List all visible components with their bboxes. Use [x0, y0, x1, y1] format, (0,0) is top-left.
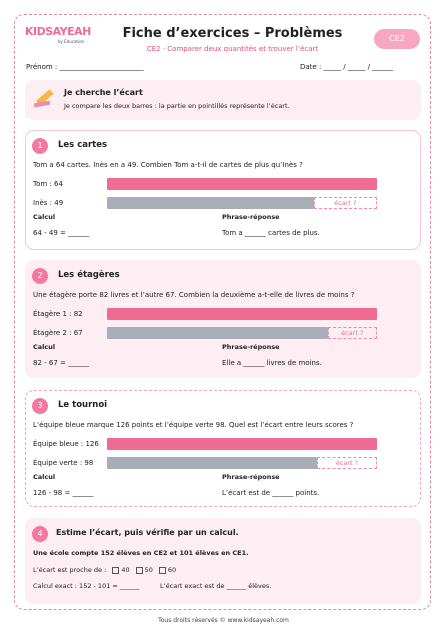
option: 40 — [121, 566, 130, 574]
checkbox — [158, 566, 166, 574]
gap-box: écart ? — [313, 197, 377, 209]
name-field: Prénom : ________________________ — [26, 63, 144, 71]
title: Fiche d’exercices – Problèmes — [122, 26, 343, 41]
gap-box: écart ? — [317, 457, 377, 469]
footer: Tous droits réservés © www.kidsayeah.com — [158, 617, 289, 624]
question: Tom a 64 cartes. Inès en a 49. Combien T… — [33, 161, 303, 169]
bar — [107, 178, 377, 190]
exercise-number: 3 — [32, 398, 48, 414]
answer-label: Phrase-réponse — [222, 343, 280, 351]
exercise-number: 1 — [32, 138, 48, 154]
calc-label: Calcul — [33, 473, 56, 481]
exact-answer: L’écart exact est de ______ élèves. — [160, 582, 272, 590]
intro-title: Je cherche l’écart — [64, 88, 143, 97]
answer: L’écart est de ______ points. — [222, 489, 320, 497]
answer: Tom a ______ cartes de plus. — [222, 229, 320, 237]
bar-label: Étagère 2 : 67 — [33, 329, 83, 337]
bar — [107, 438, 377, 450]
gap-box: écart ? — [327, 327, 377, 339]
exercise-number: 2 — [32, 268, 48, 284]
level-badge: CE2 — [374, 29, 420, 49]
question: Une étagère porte 82 livres et l’autre 6… — [33, 291, 355, 299]
estimate-box — [25, 518, 421, 604]
intro-box — [25, 80, 421, 120]
question: L’équipe bleue marque 126 points et l’éq… — [33, 421, 354, 429]
logo: KIDSAYEAH — [25, 25, 91, 38]
exercise-title: Les étagères — [58, 270, 120, 280]
bar-label: Inès : 49 — [33, 199, 64, 207]
bar — [107, 308, 377, 320]
estimate-title: Estime l’écart, puis vérifie par un calc… — [56, 528, 239, 537]
bar-label: Tom : 64 — [33, 180, 63, 188]
estimate-prompt: L’écart est proche de : — [33, 566, 107, 574]
exercise-title: Les cartes — [58, 140, 108, 150]
date-field: Date : _____ / _____ / ______ — [300, 63, 394, 71]
bar-label: Étagère 1 : 82 — [33, 310, 83, 318]
calc-label: Calcul — [33, 343, 56, 351]
exercise-box — [25, 130, 421, 250]
option: 50 — [144, 566, 153, 574]
estimate-question: Une école compte 152 élèves en CE2 et 10… — [33, 549, 249, 557]
logo-sub: by Education — [58, 39, 85, 44]
calc: 82 - 67 = ______ — [33, 359, 90, 367]
option: 60 — [167, 566, 177, 574]
answer: Elle a ______ livres de moins. — [222, 359, 322, 367]
calc: 126 - 98 = ______ — [33, 489, 94, 497]
bar — [107, 457, 317, 469]
exact-calc: Calcul exact : 152 - 101 = ______ — [33, 582, 140, 590]
bar-label: Équipe bleue : 126 — [33, 440, 99, 448]
bar — [107, 327, 328, 339]
calc-label: Calcul — [33, 213, 56, 221]
calc: 64 - 49 = ______ — [33, 229, 90, 237]
answer-label: Phrase-réponse — [222, 473, 280, 481]
checkbox — [135, 566, 143, 574]
estimate-options: L’écart est proche de : 40 50 60 — [33, 566, 176, 574]
exercise-number: 4 — [32, 526, 48, 542]
checkbox — [112, 566, 120, 574]
exercise-title: Le tournoi — [58, 400, 108, 410]
intro-text: Je compare les deux barres : la partie e… — [64, 102, 290, 110]
answer-label: Phrase-réponse — [222, 213, 280, 221]
bar — [107, 197, 314, 209]
pencil-icon — [33, 89, 54, 108]
page-frame — [14, 14, 431, 610]
subtitle: CE2 · Comparer deux quantités et trouver… — [146, 45, 319, 53]
bar-label: Équipe verte : 98 — [33, 459, 94, 467]
